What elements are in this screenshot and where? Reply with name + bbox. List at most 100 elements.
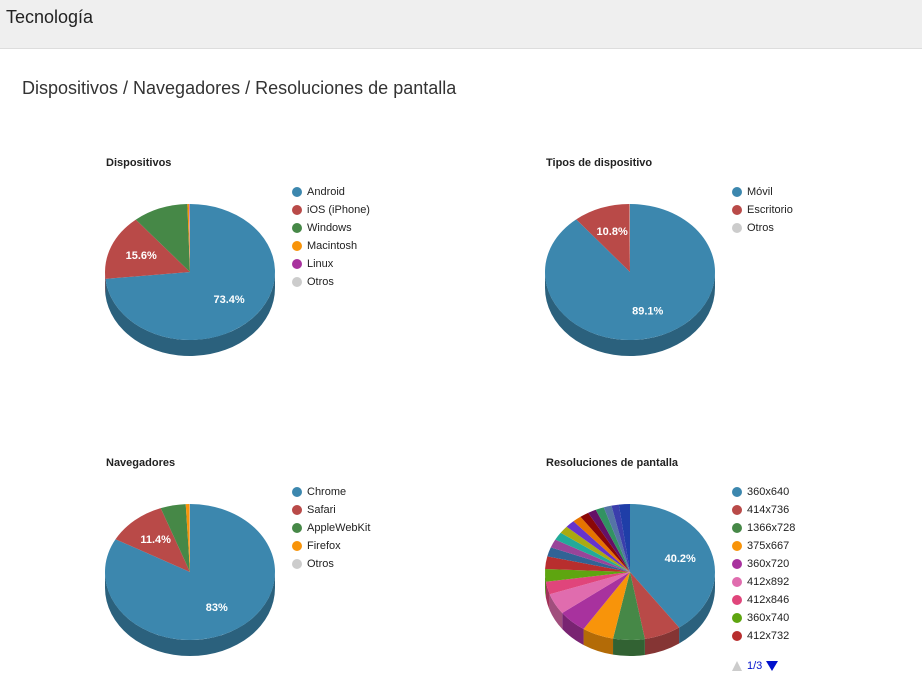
slice	[555, 532, 630, 572]
legend-label: Firefox	[307, 540, 341, 552]
value-label: 15.6%	[126, 250, 157, 262]
legend-prev	[732, 661, 742, 671]
slice-side	[545, 572, 546, 598]
slice	[105, 204, 275, 340]
legend-label: iOS (iPhone)	[307, 204, 370, 216]
chart-title: Resoluciones de pantalla	[546, 457, 679, 469]
section-title: Dispositivos / Navegadores / Resolucione…	[22, 78, 457, 98]
legend-label: Escritorio	[747, 204, 793, 216]
slice-side	[105, 272, 275, 356]
chart-title: Tipos de dispositivo	[546, 157, 652, 169]
legend-swatch	[292, 205, 302, 215]
slice	[618, 504, 630, 572]
chart-title: Navegadores	[106, 457, 175, 469]
slice	[188, 204, 190, 272]
slice	[550, 539, 630, 572]
slice	[185, 504, 190, 572]
slice	[545, 569, 630, 582]
legend-swatch	[292, 541, 302, 551]
legend-label: Windows	[307, 222, 352, 234]
slice	[160, 504, 190, 572]
slice-side	[549, 594, 563, 629]
legend-swatch	[292, 259, 302, 269]
legend-swatch	[292, 241, 302, 251]
legend-label: 360x720	[747, 558, 789, 570]
legend-label: 414x736	[747, 504, 789, 516]
slice	[549, 572, 630, 613]
legend-swatch	[732, 559, 742, 569]
legend-swatch	[732, 577, 742, 587]
value-label: 10.8%	[597, 226, 628, 238]
legend-label: Otros	[747, 222, 774, 234]
legend-page: 1/3	[747, 660, 762, 672]
legend-swatch	[292, 523, 302, 533]
slice	[115, 508, 190, 572]
legend-label: 360x640	[747, 486, 789, 498]
legend-swatch	[732, 595, 742, 605]
header-bar	[0, 0, 922, 48]
legend-swatch	[292, 487, 302, 497]
slice	[105, 504, 276, 640]
pie	[545, 504, 715, 656]
slice	[583, 572, 630, 639]
slice	[547, 547, 630, 572]
slice	[630, 504, 715, 628]
legend-swatch	[292, 277, 302, 287]
header-title: Tecnología	[6, 7, 94, 27]
legend-label: Safari	[307, 504, 336, 516]
slice	[611, 504, 630, 572]
legend-swatch	[732, 187, 742, 197]
legend-label: Chrome	[307, 486, 346, 498]
slice-side	[105, 572, 275, 656]
slice	[580, 512, 630, 572]
legend-swatch	[732, 541, 742, 551]
slice	[630, 572, 680, 639]
slice	[105, 219, 190, 279]
legend-label: AppleWebKit	[307, 522, 370, 534]
slice-side	[545, 272, 715, 356]
value-label: 40.2%	[665, 553, 696, 565]
slice	[613, 572, 645, 640]
legend-label: Otros	[307, 558, 334, 570]
legend-label: Otros	[307, 276, 334, 288]
slice-side	[644, 627, 680, 655]
slice	[603, 505, 630, 572]
legend-label: 360x740	[747, 612, 789, 624]
slice	[560, 526, 630, 572]
legend-swatch	[732, 205, 742, 215]
legend-swatch	[732, 613, 742, 623]
legend-label: Android	[307, 186, 345, 198]
legend-label: Móvil	[747, 186, 773, 198]
slice-side	[679, 572, 715, 644]
slice	[588, 509, 630, 572]
legend-label: 1366x728	[747, 522, 795, 534]
legend-swatch	[732, 523, 742, 533]
legend-swatch	[732, 631, 742, 641]
slice	[545, 556, 630, 572]
pie	[105, 504, 276, 656]
legend-swatch	[732, 487, 742, 497]
slice-side	[562, 612, 584, 645]
legend-next[interactable]	[766, 661, 778, 671]
legend-label: 412x892	[747, 576, 789, 588]
slice	[187, 204, 190, 272]
slice	[189, 504, 190, 572]
legend-swatch	[732, 223, 742, 233]
legend-swatch	[292, 559, 302, 569]
legend-label: 412x846	[747, 594, 789, 606]
slice	[595, 507, 630, 572]
slice	[566, 521, 630, 572]
slice	[189, 204, 190, 272]
slice	[629, 204, 630, 272]
pie	[105, 204, 275, 356]
slice	[562, 572, 630, 629]
legend-label: 375x667	[747, 540, 789, 552]
slice	[135, 204, 190, 272]
legend-swatch	[292, 223, 302, 233]
slice-side	[583, 628, 614, 655]
slice	[576, 204, 630, 272]
slice-side	[545, 581, 550, 611]
value-label: 73.4%	[213, 294, 244, 306]
